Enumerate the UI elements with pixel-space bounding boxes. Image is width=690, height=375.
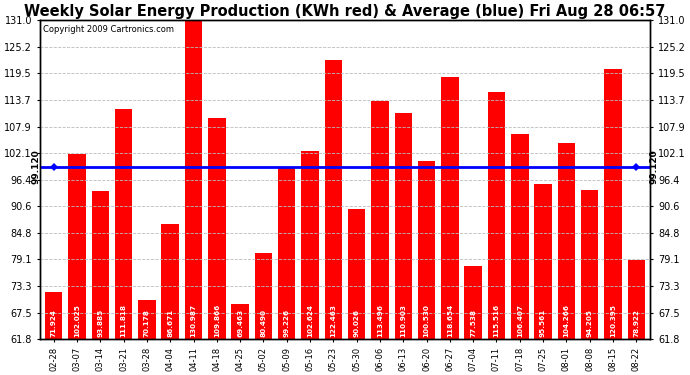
Bar xyxy=(115,109,132,339)
Text: 71.924: 71.924 xyxy=(50,309,57,337)
Text: 122.463: 122.463 xyxy=(331,304,336,337)
Bar xyxy=(278,166,295,339)
Bar xyxy=(45,292,62,339)
Text: 99.120: 99.120 xyxy=(32,150,41,184)
Text: 102.025: 102.025 xyxy=(74,304,80,337)
Bar xyxy=(302,151,319,339)
Bar xyxy=(255,253,272,339)
Text: 95.561: 95.561 xyxy=(540,308,546,337)
Text: 109.866: 109.866 xyxy=(214,303,220,337)
Text: 102.624: 102.624 xyxy=(307,304,313,337)
Bar xyxy=(371,101,388,339)
Bar xyxy=(418,160,435,339)
Text: 120.395: 120.395 xyxy=(610,304,616,337)
Bar xyxy=(348,209,366,339)
Bar xyxy=(68,154,86,339)
Bar xyxy=(464,267,482,339)
Text: 93.885: 93.885 xyxy=(97,308,104,337)
Bar xyxy=(395,113,412,339)
Bar xyxy=(92,191,109,339)
Bar xyxy=(324,60,342,339)
Bar xyxy=(604,69,622,339)
Title: Weekly Solar Energy Production (KWh red) & Average (blue) Fri Aug 28 06:57: Weekly Solar Energy Production (KWh red)… xyxy=(24,4,666,19)
Bar xyxy=(488,92,505,339)
Text: 100.530: 100.530 xyxy=(424,304,430,337)
Bar xyxy=(441,77,459,339)
Text: 94.205: 94.205 xyxy=(586,309,593,337)
Bar xyxy=(161,224,179,339)
Text: 86.671: 86.671 xyxy=(167,309,173,337)
Bar xyxy=(534,183,552,339)
Text: Copyright 2009 Cartronics.com: Copyright 2009 Cartronics.com xyxy=(43,25,174,34)
Text: 99.226: 99.226 xyxy=(284,309,290,337)
Bar xyxy=(231,304,249,339)
Bar xyxy=(581,190,598,339)
Bar xyxy=(138,300,156,339)
Text: 70.178: 70.178 xyxy=(144,309,150,337)
Text: 106.407: 106.407 xyxy=(517,304,523,337)
Text: 110.903: 110.903 xyxy=(400,304,406,337)
Text: 104.266: 104.266 xyxy=(564,304,569,337)
Bar xyxy=(185,20,202,339)
Bar xyxy=(558,143,575,339)
Bar xyxy=(208,118,226,339)
Text: 90.026: 90.026 xyxy=(354,309,359,337)
Text: 69.463: 69.463 xyxy=(237,309,243,337)
Text: 111.818: 111.818 xyxy=(121,304,126,337)
Bar xyxy=(511,134,529,339)
Text: 130.987: 130.987 xyxy=(190,304,197,337)
Text: 77.538: 77.538 xyxy=(470,309,476,337)
Text: 115.516: 115.516 xyxy=(493,303,500,337)
Text: 113.496: 113.496 xyxy=(377,304,383,337)
Text: 99.120: 99.120 xyxy=(649,150,658,184)
Text: 80.490: 80.490 xyxy=(260,309,266,337)
Text: 78.922: 78.922 xyxy=(633,309,640,337)
Bar xyxy=(628,260,645,339)
Text: 118.654: 118.654 xyxy=(447,303,453,337)
